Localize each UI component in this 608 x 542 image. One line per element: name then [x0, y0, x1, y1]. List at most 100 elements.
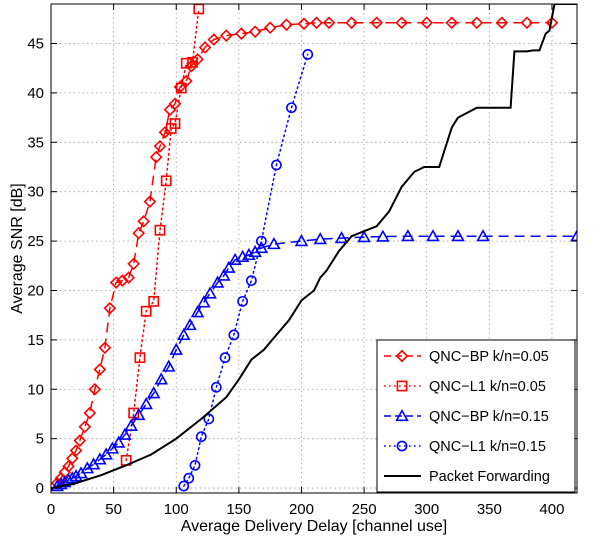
- data-point: [248, 25, 262, 38]
- data-point: [445, 16, 459, 30]
- data-point: [148, 295, 160, 307]
- data-point: [254, 240, 269, 254]
- data-point: [137, 215, 151, 228]
- x-tick-label: 400: [539, 501, 564, 518]
- data-point: [176, 327, 191, 341]
- data-point: [203, 286, 217, 299]
- legend-marker: [395, 349, 409, 363]
- data-point: [140, 305, 152, 317]
- data-point: [322, 16, 336, 30]
- data-point: [178, 480, 190, 492]
- legend-label: QNC−L1 k/n=0.15: [429, 439, 546, 455]
- plot-frame: [50, 3, 578, 494]
- y-tick-label: 25: [27, 233, 44, 250]
- data-point: [146, 386, 161, 399]
- data-point: [294, 234, 309, 247]
- data-point: [313, 232, 328, 245]
- data-point: [124, 418, 138, 431]
- data-point: [73, 434, 87, 447]
- data-point: [495, 16, 509, 30]
- data-point: [235, 27, 248, 40]
- data-point: [286, 102, 297, 114]
- legend-label: Packet Forwarding: [429, 469, 550, 485]
- x-tick-label: 300: [414, 501, 439, 518]
- x-tick-label: 0: [47, 501, 55, 518]
- data-point: [302, 48, 314, 60]
- data-point: [198, 41, 212, 54]
- data-point: [80, 461, 95, 474]
- data-point: [111, 435, 126, 448]
- data-point: [520, 16, 534, 30]
- data-point: [153, 139, 167, 153]
- data-point: [297, 17, 311, 31]
- legend-label: QNC−L1 k/n=0.05: [429, 379, 546, 395]
- data-point: [98, 341, 112, 355]
- data-point: [183, 318, 197, 331]
- data-point: [271, 159, 282, 171]
- data-point: [83, 406, 97, 420]
- legend-marker: [395, 408, 409, 422]
- y-tick-label: 0: [36, 480, 44, 497]
- data-point: [190, 305, 205, 318]
- data-point: [207, 33, 221, 46]
- legend-label: QNC−BP k/n=0.05: [429, 349, 549, 365]
- data-point: [99, 447, 113, 460]
- x-axis-label: Average Delivery Delay [channel use]: [181, 518, 448, 535]
- series-line: [125, 8, 200, 462]
- data-point: [195, 431, 207, 443]
- data-point: [158, 126, 172, 139]
- data-point: [545, 16, 559, 30]
- data-point: [203, 413, 215, 425]
- y-axis-label: Average SNR [dB]: [9, 183, 26, 313]
- data-point: [131, 407, 146, 421]
- data-point: [219, 352, 231, 364]
- data-point: [357, 230, 371, 243]
- y-tick-label: 30: [27, 184, 44, 201]
- data-point: [180, 57, 192, 69]
- data-point: [105, 441, 120, 454]
- data-point: [476, 229, 490, 242]
- data-point: [237, 295, 249, 307]
- y-tick-label: 10: [27, 381, 44, 398]
- x-tick-label: 350: [477, 501, 502, 518]
- data-point: [210, 381, 222, 393]
- data-point: [451, 229, 465, 242]
- data-point: [222, 260, 236, 273]
- data-point: [69, 469, 83, 482]
- y-tick-label: 40: [27, 85, 44, 102]
- data-point: [149, 150, 163, 164]
- plot-area: [51, 4, 577, 492]
- x-tick-label: 150: [226, 501, 251, 518]
- data-point: [154, 372, 168, 385]
- y-tick-label: 20: [27, 282, 44, 299]
- data-point: [263, 21, 277, 35]
- data-point: [88, 382, 102, 396]
- series-line: [51, 4, 577, 490]
- data-point: [401, 229, 415, 242]
- x-tick-label: 50: [105, 501, 122, 518]
- data-point: [183, 472, 195, 484]
- data-point: [280, 18, 293, 32]
- data-point: [127, 257, 140, 271]
- data-point: [420, 16, 434, 30]
- data-point: [187, 56, 198, 68]
- x-tick-label: 250: [352, 501, 377, 518]
- data-point: [228, 329, 240, 341]
- data-point: [426, 229, 440, 242]
- y-tick-label: 15: [27, 332, 44, 349]
- legend-label: QNC−BP k/n=0.15: [429, 409, 549, 425]
- data-point: [132, 226, 145, 240]
- x-tick-label: 200: [289, 501, 314, 518]
- data-point: [370, 16, 383, 30]
- data-point: [154, 224, 166, 236]
- data-point: [255, 235, 267, 247]
- series-4: [51, 4, 577, 490]
- data-point: [210, 275, 225, 288]
- data-point: [93, 363, 107, 376]
- data-point: [65, 452, 79, 465]
- x-tick-label: 100: [164, 501, 189, 518]
- series-2: [51, 229, 577, 492]
- data-point: [109, 276, 123, 289]
- data-point: [139, 397, 153, 410]
